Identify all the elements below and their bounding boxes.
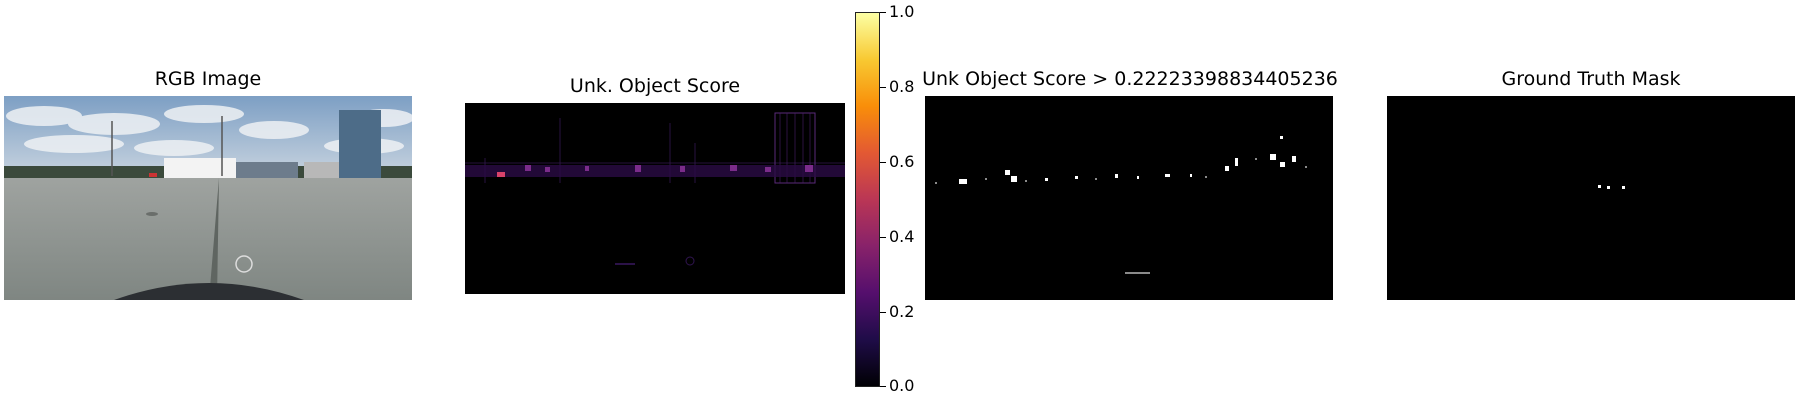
- colorbar-tick-label: 0.6: [889, 152, 915, 171]
- colorbar-tick: [880, 237, 886, 238]
- colorbar-tick: [880, 386, 886, 387]
- ground-truth-title: Ground Truth Mask: [1501, 68, 1681, 90]
- colorbar-tick-label: 0.8: [889, 77, 915, 96]
- colorbar-tick-label: 1.0: [889, 2, 915, 21]
- colorbar-tick: [880, 87, 886, 88]
- rgb-image-title: RGB Image: [154, 68, 262, 90]
- colorbar-tick-label: 0.4: [889, 227, 915, 246]
- threshold-map-title: Unk Object Score > 0.22223398834405236: [922, 68, 1338, 90]
- colorbar-tick-label: 0.2: [889, 302, 915, 321]
- colorbar-tick: [880, 12, 886, 13]
- colorbar: [855, 12, 880, 387]
- rgb-image: [4, 96, 412, 300]
- ground-truth-mask: [1387, 96, 1795, 300]
- colorbar-tick: [880, 312, 886, 313]
- threshold-mask: [925, 96, 1333, 300]
- colorbar-tick: [880, 162, 886, 163]
- score-heatmap: [465, 103, 845, 294]
- score-map-title: Unk. Object Score: [569, 75, 741, 97]
- colorbar-tick-label: 0.0: [889, 376, 915, 395]
